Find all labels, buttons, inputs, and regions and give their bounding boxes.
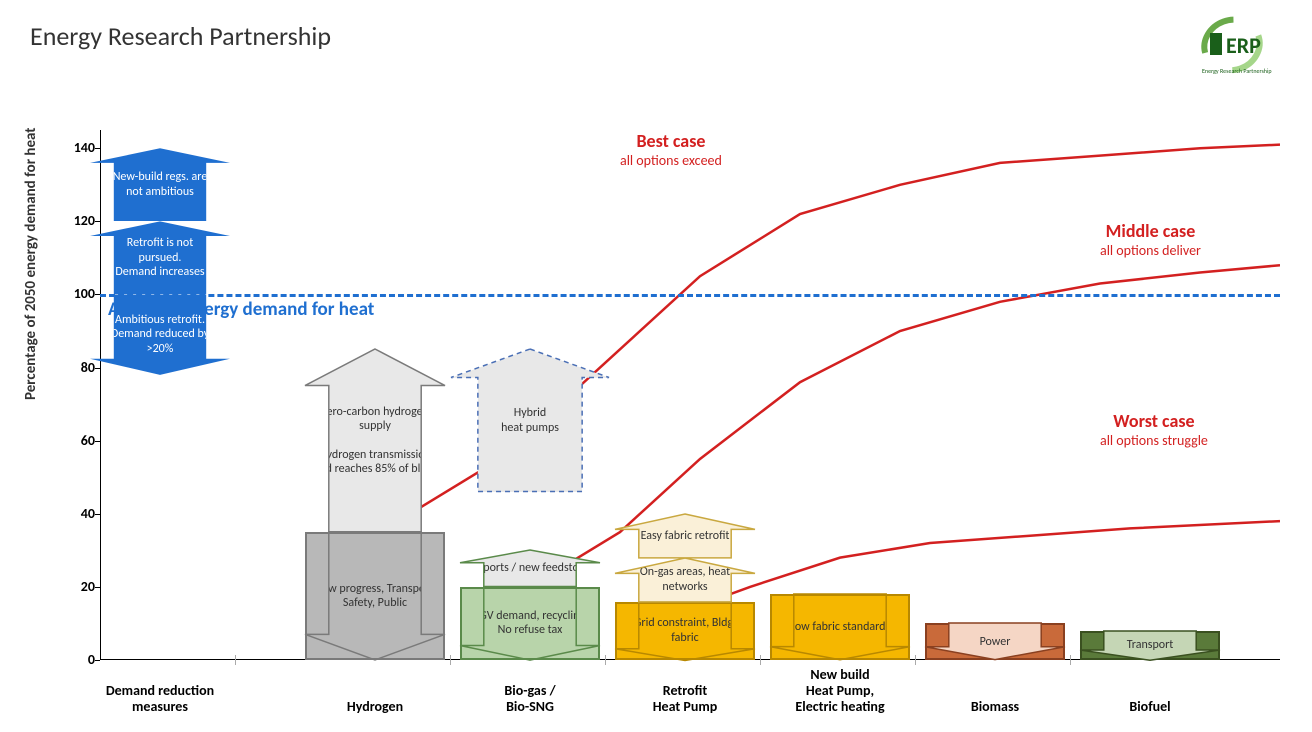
x-category-newbuild: New build Heat Pump, Electric heating (770, 667, 910, 715)
logo-text: ERP (1226, 32, 1261, 59)
x-category-retrofit: Retrofit Heat Pump (615, 683, 755, 715)
svg-text:Energy Research Partnership: Energy Research Partnership (1202, 67, 1271, 75)
demand-up2: Retrofit is not pursued. Demand increase… (90, 221, 230, 294)
x-category-demand: Demand reduction measures (90, 683, 230, 715)
worst-case-curve (670, 521, 1280, 616)
best-case-label: Best caseall options exceed (620, 130, 722, 169)
x-category-biogas: Bio-gas / Bio-SNG (460, 683, 600, 715)
y-axis (100, 130, 101, 660)
worst-case-label: Worst caseall options struggle (1100, 410, 1208, 449)
x-category-biofuel: Biofuel (1080, 699, 1220, 715)
y-tick: 20 (65, 578, 95, 595)
x-category-biomass: Biomass (925, 699, 1065, 715)
biogas-up: Imports / new feedstock (460, 550, 600, 587)
y-tick: 40 (65, 505, 95, 522)
y-tick: 120 (65, 212, 95, 229)
hybrid-heat-pumps: Hybrid heat pumps (451, 349, 609, 492)
page-title: Energy Research Partnership (30, 20, 331, 52)
y-tick: 0 (65, 651, 95, 668)
assumed-demand-line (100, 294, 1280, 297)
y-tick: 140 (65, 139, 95, 156)
middle-case-label: Middle caseall options deliver (1100, 220, 1201, 259)
retrofit-up2: Easy fabric retrofit (615, 514, 755, 558)
y-axis-label: Percentage of 2050 energy demand for hea… (22, 128, 40, 401)
hydrogen-up: Zero-carbon hydrogen supply Hydrogen tra… (305, 349, 445, 532)
x-category-hydrogen: Hydrogen (305, 699, 445, 715)
demand-up1: New-build regs. are not ambitious (90, 148, 230, 221)
y-tick: 60 (65, 432, 95, 449)
y-tick: 80 (65, 359, 95, 376)
y-tick: 100 (65, 285, 95, 302)
erp-logo: ERP Energy Research Partnership (1182, 15, 1282, 90)
retrofit-up1: On-gas areas, heat networks (615, 558, 755, 602)
chart: 020406080100120140 Assumed energy demand… (100, 130, 1280, 660)
